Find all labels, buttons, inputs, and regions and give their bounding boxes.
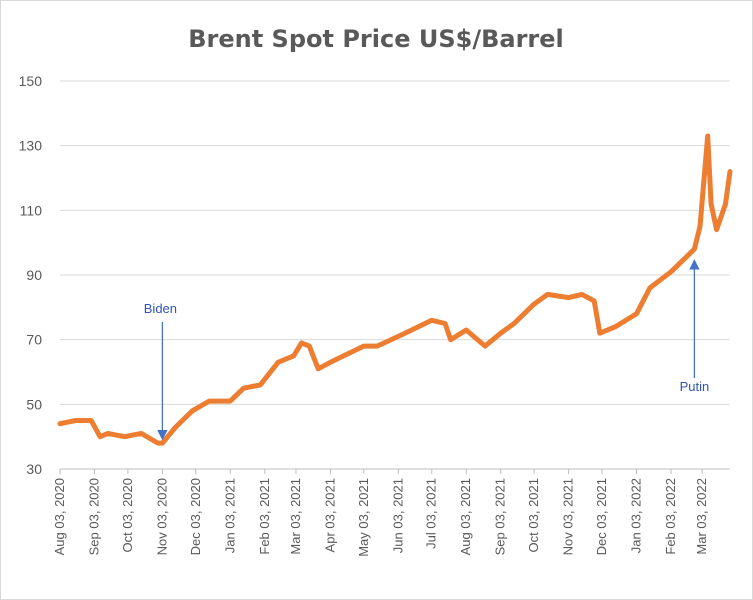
x-tick-label: Jan 03, 2021 (222, 478, 237, 553)
x-tick-label: Nov 03, 2020 (154, 478, 169, 555)
x-tick-label: Mar 03, 2022 (694, 478, 709, 555)
chart-title: Brent Spot Price US$/Barrel (188, 25, 564, 53)
x-tick-label: Feb 03, 2021 (257, 478, 272, 555)
x-tick-label: Oct 03, 2020 (120, 478, 135, 552)
x-tick-label: Sep 03, 2021 (493, 478, 508, 555)
y-tick-label: 90 (26, 267, 42, 283)
y-tick-label: 110 (20, 202, 43, 218)
x-tick-label: Sep 03, 2020 (87, 478, 102, 555)
x-tick-label: Mar 03, 2021 (288, 478, 303, 555)
x-tick-label: Aug 03, 2020 (52, 478, 67, 555)
x-tick-label: Aug 03, 2021 (458, 478, 473, 555)
x-tick-label: Feb 03, 2022 (663, 478, 678, 555)
y-tick-label: 150 (19, 73, 43, 89)
y-tick-label: 50 (26, 396, 42, 412)
y-tick-label: 70 (26, 332, 42, 348)
annotation-putin-label: Putin (680, 379, 710, 394)
x-tick-label: Dec 03, 2021 (594, 478, 609, 555)
x-tick-label: Oct 03, 2021 (526, 478, 541, 552)
x-tick-label: Jul 03, 2021 (424, 478, 439, 549)
y-tick-label: 130 (19, 138, 43, 154)
x-tick-label: May 03, 2021 (356, 478, 371, 557)
x-tick-label: Dec 03, 2020 (188, 478, 203, 555)
x-tick-label: Jun 03, 2021 (390, 478, 405, 553)
annotation-biden-label: Biden (144, 301, 177, 316)
x-tick-label: Nov 03, 2021 (561, 478, 576, 555)
brent-price-line (57, 133, 733, 446)
x-tick-label: Apr 03, 2021 (322, 478, 337, 552)
x-tick-label: Jan 03, 2022 (629, 478, 644, 553)
y-tick-label: 30 (26, 461, 42, 477)
